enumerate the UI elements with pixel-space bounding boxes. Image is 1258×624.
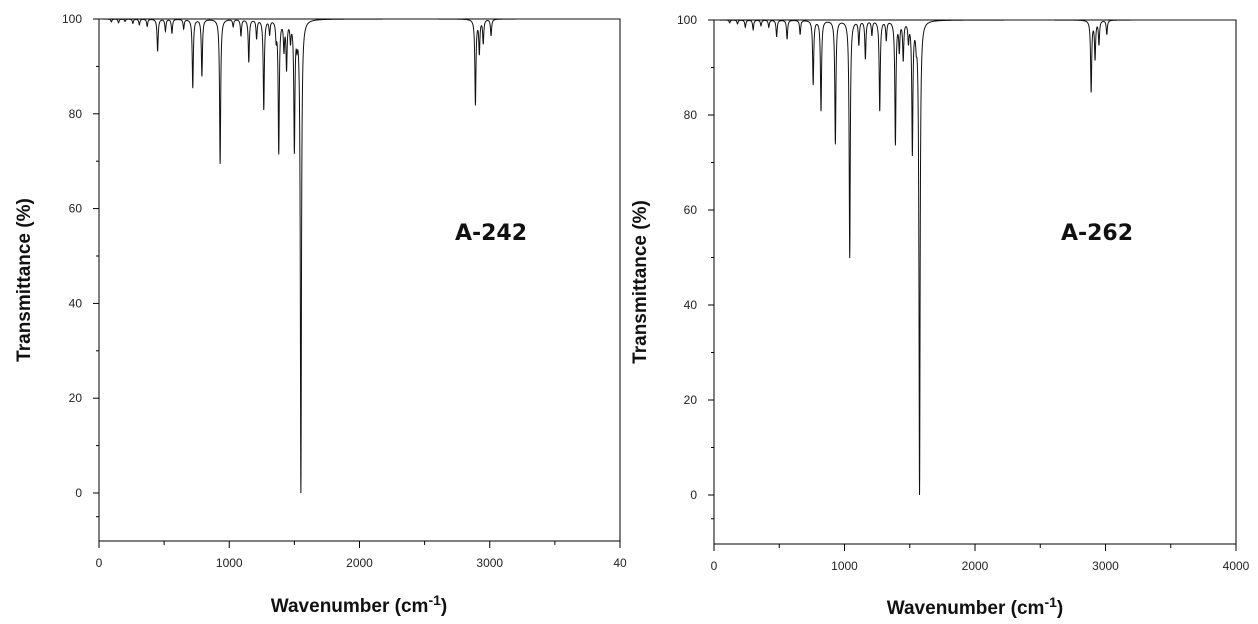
y-tick-label: 0 bbox=[690, 488, 697, 502]
x-tick-label: 2000 bbox=[962, 559, 989, 573]
sample-annotation: A-262 bbox=[1061, 221, 1133, 246]
x-tick-label: 3000 bbox=[1092, 559, 1119, 573]
y-tick-label: 100 bbox=[62, 12, 82, 26]
y-tick-label: 60 bbox=[684, 203, 698, 217]
y-tick-label: 40 bbox=[684, 298, 698, 312]
x-tick-label: 0 bbox=[711, 559, 718, 573]
x-axis-title: Wavenumber (cm-1) bbox=[271, 592, 447, 617]
x-axis-title: Wavenumber (cm-1) bbox=[887, 594, 1063, 619]
spectrum-line bbox=[99, 18, 620, 494]
y-tick-label: 100 bbox=[677, 13, 697, 27]
spectrum-line bbox=[714, 19, 1236, 496]
y-tick-label: 0 bbox=[75, 486, 82, 500]
y-tick-label: 20 bbox=[684, 393, 698, 407]
y-axis-title: Transmittance (%) bbox=[14, 198, 35, 362]
y-tick-label: 80 bbox=[684, 108, 698, 122]
x-tick-label: 0 bbox=[96, 556, 103, 570]
x-tick-label: 4000 bbox=[1223, 559, 1250, 573]
y-tick-label: 40 bbox=[69, 296, 83, 310]
x-tick-label: 1000 bbox=[831, 559, 858, 573]
x-tick-label: 40 bbox=[613, 556, 627, 570]
sample-annotation: A-242 bbox=[455, 221, 527, 246]
x-tick-label: 3000 bbox=[476, 556, 503, 570]
y-axis-title: Transmittance (%) bbox=[630, 200, 651, 364]
plot-frame bbox=[713, 19, 1237, 545]
y-tick-label: 80 bbox=[69, 107, 83, 121]
y-tick-label: 60 bbox=[69, 202, 83, 216]
plot-frame bbox=[98, 18, 621, 542]
x-tick-label: 2000 bbox=[346, 556, 373, 570]
y-tick-label: 20 bbox=[69, 391, 83, 405]
x-tick-label: 1000 bbox=[216, 556, 243, 570]
